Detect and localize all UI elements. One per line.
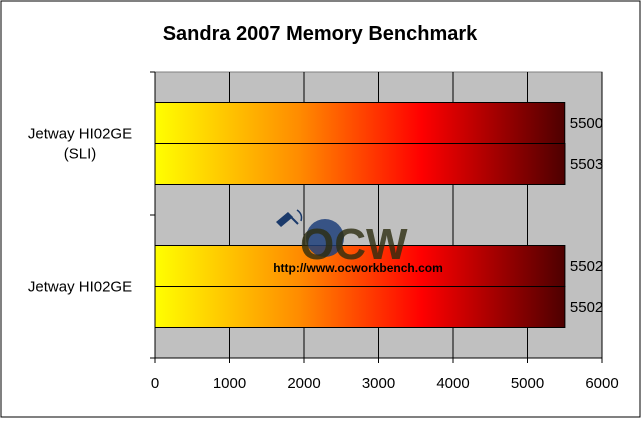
x-tick-label: 4000 (436, 375, 469, 392)
bar-value-label: 5503 (570, 156, 603, 173)
bar (154, 143, 566, 185)
bar-value-label: 5500 (570, 115, 603, 132)
x-tick-label: 3000 (362, 375, 395, 392)
category-label: Jetway HI02GE (SLI) (28, 126, 132, 163)
x-tick-label: 6000 (585, 375, 618, 392)
x-tick-label: 1000 (213, 375, 246, 392)
bar (154, 102, 566, 144)
bar (154, 245, 566, 287)
watermark-url: http://www.ocworkbench.com (273, 261, 443, 275)
x-tick-label: 2000 (287, 375, 320, 392)
ocw-watermark: OCW http://www.ocworkbench.com (273, 209, 443, 275)
bar-value-label: 5502 (570, 258, 603, 275)
chart-title: Sandra 2007 Memory Benchmark (163, 23, 478, 45)
watermark-logo: OCW (300, 220, 408, 269)
x-tick-label: 0 (151, 375, 159, 392)
category-label: Jetway HI02GE (28, 279, 132, 296)
globe-icon (306, 219, 344, 257)
bar (154, 286, 566, 328)
bar-value-label: 5502 (570, 299, 603, 316)
x-tick-label: 5000 (511, 375, 544, 392)
satellite-icon (276, 209, 303, 227)
